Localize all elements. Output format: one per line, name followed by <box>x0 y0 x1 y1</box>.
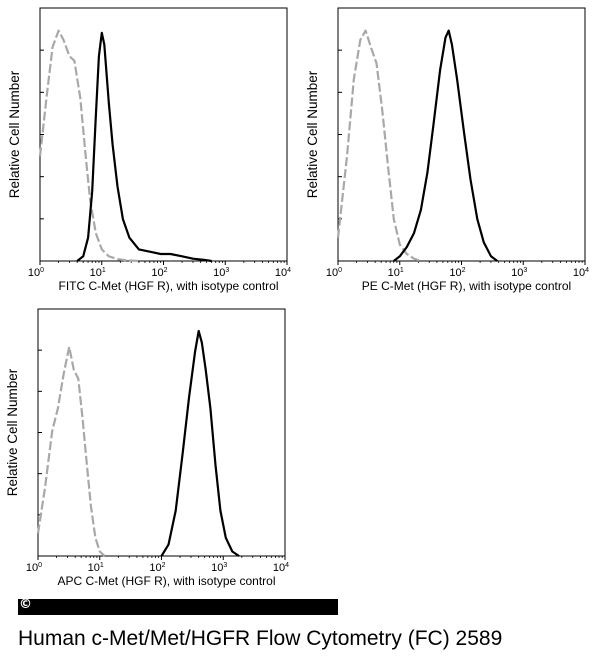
y-axis-label: Relative Cell Number <box>305 70 320 198</box>
plot-frame <box>337 7 586 262</box>
x-tick-label: 104 <box>573 267 589 279</box>
x-tick-label: 104 <box>273 562 289 574</box>
x-tick-label: 104 <box>275 267 291 279</box>
y-axis-label: Relative Cell Number <box>5 368 20 496</box>
copyright-symbol: © <box>19 597 32 612</box>
series-line-isotype <box>36 345 106 557</box>
x-tick-label: 103 <box>211 562 227 574</box>
x-tick-label: 101 <box>88 562 104 574</box>
x-tick-label: 102 <box>149 562 165 574</box>
series-line-sample <box>160 329 240 557</box>
x-tick-label: 103 <box>213 267 229 279</box>
plot-frame <box>39 7 288 262</box>
x-axis-label: PE C-Met (HGF R), with isotype control <box>362 279 571 293</box>
figure-caption: Human c-Met/Met/HGFR Flow Cytometry (FC)… <box>18 627 503 650</box>
series-line-isotype <box>336 29 422 263</box>
plot-frame <box>37 308 286 557</box>
series-line-isotype <box>38 29 139 263</box>
x-tick-label: 102 <box>449 267 465 279</box>
series-line-sample <box>76 31 212 263</box>
x-tick-label: 103 <box>511 267 527 279</box>
series-line-sample <box>393 29 498 262</box>
x-tick-label: 102 <box>151 267 167 279</box>
y-axis-label: Relative Cell Number <box>7 70 22 198</box>
x-tick-label: 100 <box>28 267 44 279</box>
x-tick-label: 101 <box>388 267 404 279</box>
x-tick-label: 101 <box>90 267 106 279</box>
x-axis-label: APC C-Met (HGF R), with isotype control <box>57 574 275 588</box>
copyright-redaction-bar <box>18 599 338 615</box>
x-tick-label: 100 <box>26 562 42 574</box>
x-tick-label: 100 <box>326 267 342 279</box>
x-axis-label: FITC C-Met (HGF R), with isotype control <box>58 279 278 293</box>
